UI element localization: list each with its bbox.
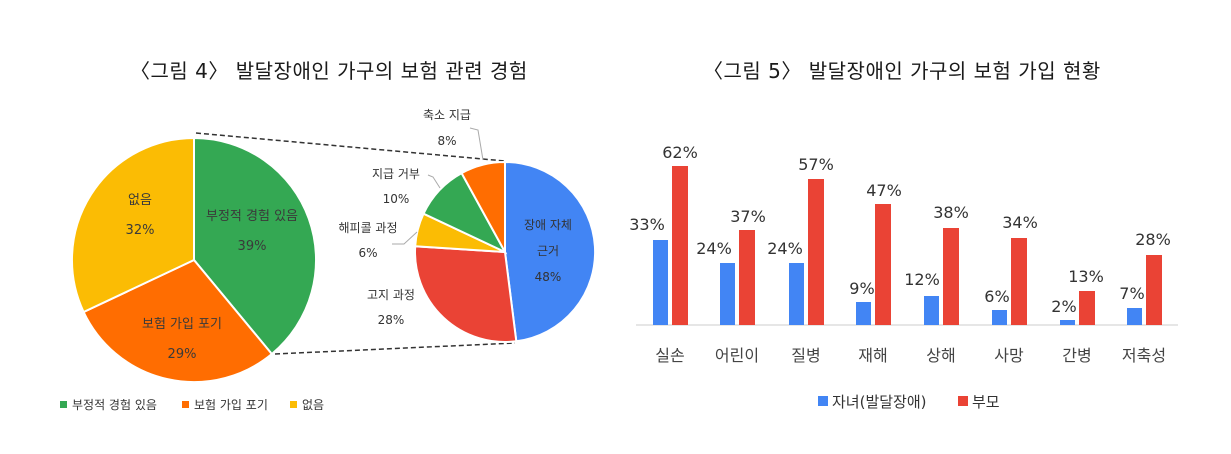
leader-line-happycall [392, 231, 418, 245]
leader-line-payment-refused [427, 174, 441, 189]
bar-child-disaster [856, 302, 871, 325]
bar-parent-children [739, 230, 755, 325]
category-injury: 상해 [926, 346, 955, 365]
bar-parent-injury [943, 228, 959, 325]
pie-slice-reduced-payment [460, 160, 506, 253]
bar-child-savings [1127, 308, 1142, 325]
legend-swatch-negative [60, 401, 67, 408]
figure5-title: 〈그림 5〉 발달장애인 가구의 보험 가입 현황 [703, 59, 1101, 83]
value-none: 32% [126, 223, 155, 238]
figure4-legend: 부정적 경험 있음 보험 가입 포기 없음 [60, 398, 324, 412]
bar-child-injury [924, 296, 939, 325]
legend-label-negative: 부정적 경험 있음 [72, 398, 157, 412]
category-children: 어린이 [715, 346, 759, 365]
category-care: 간병 [1062, 346, 1091, 365]
value-gave-up: 29% [168, 347, 197, 362]
label-reduced-payment: 축소 지급 [423, 108, 471, 122]
value-parent-care: 13% [1068, 267, 1104, 286]
value-parent-savings: 28% [1135, 230, 1171, 249]
main-pie: 부정적 경험 있음 39% 보험 가입 포기 29% 없음 32% [70, 136, 318, 383]
label-none: 없음 [128, 193, 152, 208]
pie-slice-disclosure [414, 245, 518, 343]
legend-swatch-child [818, 396, 828, 406]
label-disability-itself-1: 장애 자체 [524, 218, 572, 232]
label-disclosure: 고지 과정 [367, 288, 415, 302]
connector-line-bottom [274, 342, 516, 355]
bar-child-death [992, 310, 1007, 325]
value-parent-injury: 38% [933, 203, 969, 222]
breakdown-pie: 장애 자체 근거 48% 고지 과정 28% 해피콜 과정 6% 지급 거부 1… [338, 108, 597, 343]
label-payment-refused: 지급 거부 [372, 167, 420, 181]
legend-label-parent: 부모 [972, 393, 1000, 411]
value-child-silson: 33% [629, 215, 665, 234]
pie-slice-negative-experience [193, 136, 318, 356]
category-silson: 실손 [655, 346, 684, 365]
value-disclosure: 28% [378, 313, 405, 327]
value-reduced-payment: 8% [437, 134, 456, 148]
value-happycall: 6% [358, 246, 377, 260]
figure4-title: 〈그림 4〉 발달장애인 가구의 보험 관련 경험 [130, 59, 528, 83]
value-child-disaster: 9% [849, 279, 874, 298]
value-child-injury: 12% [904, 270, 940, 289]
bar-parent-silson [672, 166, 688, 325]
leader-line-reduced-payment [469, 127, 484, 161]
value-child-care: 2% [1051, 297, 1076, 316]
category-disaster: 재해 [858, 346, 887, 365]
value-child-children: 24% [696, 239, 732, 258]
category-savings: 저축성 [1122, 346, 1166, 365]
value-parent-death: 34% [1002, 213, 1038, 232]
value-child-savings: 7% [1119, 284, 1144, 303]
pie-slice-none [70, 136, 195, 314]
category-death: 사망 [994, 346, 1024, 365]
legend-swatch-parent [958, 396, 968, 406]
pie-slice-disability-itself [504, 160, 597, 343]
label-happycall: 해피콜 과정 [338, 221, 397, 235]
bar-parent-disease [808, 179, 824, 325]
value-negative-experience: 39% [238, 239, 267, 254]
legend-label-gave-up: 보험 가입 포기 [194, 398, 268, 412]
bar-parent-savings [1146, 255, 1162, 325]
bar-child-disease [789, 263, 804, 325]
bar-child-children [720, 263, 735, 325]
label-gave-up: 보험 가입 포기 [142, 317, 222, 332]
value-child-death: 6% [984, 287, 1009, 306]
value-child-disease: 24% [767, 239, 803, 258]
category-disease: 질병 [791, 346, 820, 365]
figure5-legend: 자녀(발달장애) 부모 [818, 393, 1000, 411]
legend-swatch-gave-up [182, 401, 189, 408]
legend-swatch-none [290, 401, 297, 408]
bar-parent-death [1011, 238, 1027, 325]
value-parent-disease: 57% [798, 155, 834, 174]
value-parent-disaster: 47% [866, 181, 902, 200]
legend-label-child: 자녀(발달장애) [832, 393, 927, 411]
value-parent-children: 37% [730, 207, 766, 226]
value-disability-itself: 48% [535, 270, 562, 284]
connector-line-top [195, 132, 506, 162]
bar-parent-disaster [875, 204, 891, 325]
bar-child-care [1060, 320, 1075, 325]
bar-parent-care [1079, 291, 1095, 325]
bar-chart: 33% 62% 실손 24% 37% 어린이 24% 57% 질병 9% 47%… [629, 143, 1178, 365]
value-payment-refused: 10% [383, 192, 410, 206]
legend-label-none: 없음 [302, 398, 324, 412]
label-negative-experience: 부정적 경험 있음 [206, 209, 298, 224]
label-disability-itself-2: 근거 [537, 244, 559, 258]
value-parent-silson: 62% [662, 143, 698, 162]
bar-child-silson [653, 240, 668, 325]
